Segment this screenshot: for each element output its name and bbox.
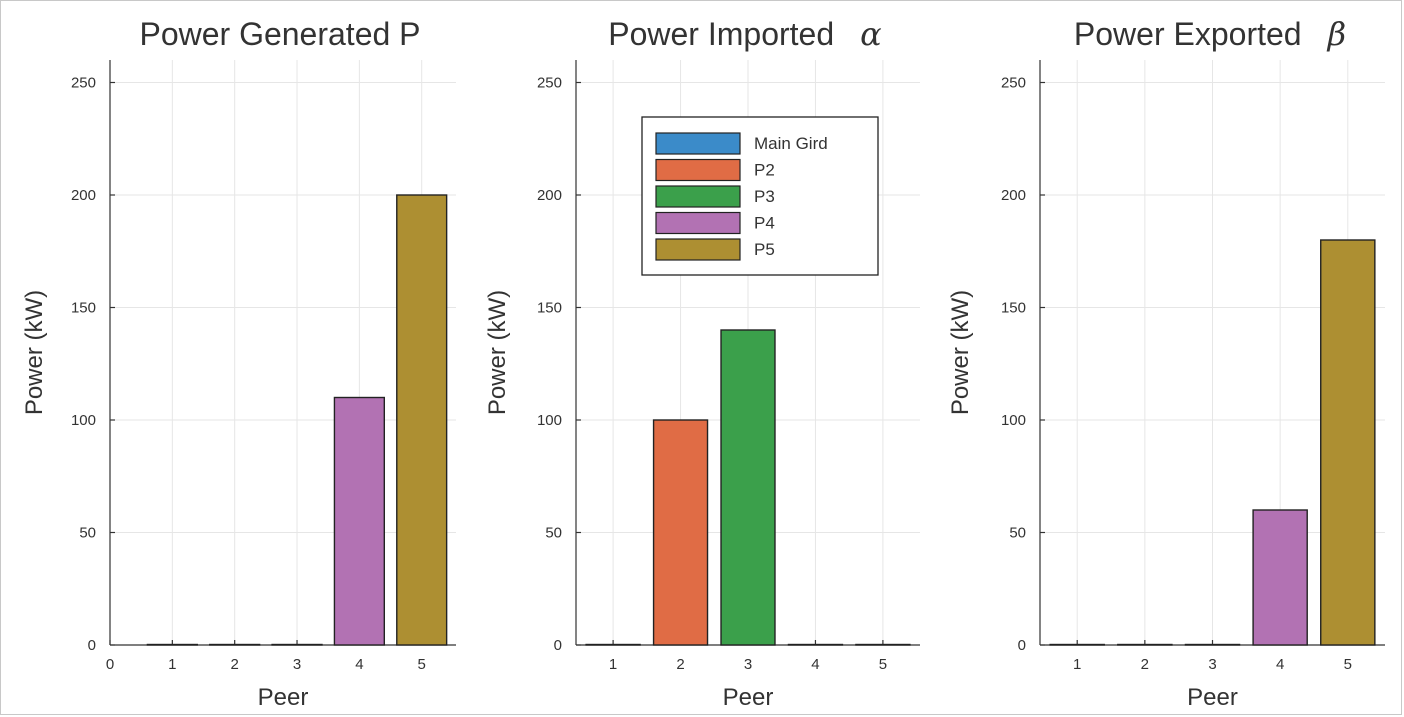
x-tick-label: 2 [231, 656, 239, 673]
legend-label: Main Gird [754, 134, 828, 153]
y-tick-label: 50 [79, 525, 96, 542]
chart-title-text: Power Imported [608, 16, 834, 52]
x-axis-label: Peer [258, 684, 309, 711]
bar-peer-1 [585, 643, 641, 646]
x-tick-label: 3 [744, 656, 752, 673]
bar-peer-1 [146, 643, 198, 646]
y-tick-label: 200 [71, 187, 96, 204]
legend-label: P3 [754, 187, 775, 206]
y-tick-label: 100 [71, 412, 96, 429]
chart-title-text: Power Exported [1074, 16, 1302, 52]
bar-peer-4 [333, 396, 386, 646]
chart-title-text: Power Generated P [139, 16, 420, 52]
bar-peer-1 [1049, 643, 1105, 646]
x-tick-label: 0 [106, 656, 114, 673]
y-tick-label: 250 [537, 75, 562, 92]
legend-label: P5 [754, 240, 775, 259]
x-tick-label: 5 [418, 656, 426, 673]
x-tick-label: 3 [1208, 656, 1216, 673]
y-tick-label: 0 [88, 637, 96, 654]
y-tick-label: 0 [554, 637, 562, 654]
y-tick-label: 0 [1018, 637, 1026, 654]
bar-peer-2 [209, 643, 261, 646]
chart-title-symbol: α [860, 15, 882, 53]
legend-label: P2 [754, 161, 775, 180]
chart-title: Power Generated P [139, 16, 420, 52]
legend-swatch [655, 185, 741, 208]
y-tick-label: 250 [71, 75, 96, 92]
y-axis-label: Power (kW) [21, 290, 48, 415]
x-tick-label: 5 [1344, 656, 1352, 673]
chart-title-symbol: β [1327, 15, 1347, 53]
legend-swatch [655, 158, 741, 182]
bar-peer-2 [652, 419, 709, 646]
x-tick-label: 3 [293, 656, 301, 673]
bar-peer-3 [720, 329, 776, 646]
x-tick-label: 1 [609, 656, 617, 673]
bar-peer-5 [396, 194, 448, 646]
legend-swatch [655, 132, 741, 155]
x-axis-label: Peer [723, 684, 774, 711]
x-tick-label: 4 [1276, 656, 1284, 673]
bar-peer-5 [855, 643, 911, 646]
x-tick-label: 2 [1141, 656, 1149, 673]
y-tick-label: 200 [537, 187, 562, 204]
y-tick-label: 100 [1001, 412, 1026, 429]
chart-title: Power Exported β [1074, 15, 1346, 53]
y-tick-label: 50 [545, 525, 562, 542]
x-tick-label: 5 [879, 656, 887, 673]
y-axis-label: Power (kW) [484, 290, 511, 415]
bar-peer-2 [1117, 643, 1173, 646]
chart-panel-1: 0 50 100 150 200 250 0 1 2 3 4 5 Power Generated P Pe… [21, 16, 456, 711]
legend-label: P4 [754, 214, 775, 233]
chart-panel-2: 0 50 100 150 200 250 1 2 3 4 5 Power Imported α Peer P… [484, 15, 920, 711]
chart-legend: Main Gird P2 P3 P4 P5 [641, 116, 879, 276]
bar-peer-4 [1252, 509, 1308, 646]
chart-panel-3: 0 50 100 150 200 250 1 2 3 4 5 Power Exported β Peer P… [947, 15, 1385, 711]
y-axis-label: Power (kW) [947, 290, 974, 415]
y-tick-label: 250 [1001, 75, 1026, 92]
y-tick-label: 200 [1001, 187, 1026, 204]
legend-swatch [655, 238, 741, 261]
bar-peer-4 [787, 643, 844, 646]
bar-peer-3 [1184, 643, 1241, 646]
legend-swatch [655, 211, 741, 235]
x-tick-label: 1 [168, 656, 176, 673]
x-tick-label: 4 [811, 656, 819, 673]
y-tick-label: 100 [537, 412, 562, 429]
y-tick-label: 150 [71, 300, 96, 317]
y-tick-label: 50 [1009, 525, 1026, 542]
y-tick-label: 150 [537, 300, 562, 317]
x-tick-label: 4 [355, 656, 363, 673]
x-tick-label: 2 [676, 656, 684, 673]
bar-peer-3 [271, 643, 323, 646]
y-tick-label: 150 [1001, 300, 1026, 317]
chart-title: Power Imported α [608, 15, 881, 53]
x-tick-label: 1 [1073, 656, 1081, 673]
x-axis-label: Peer [1187, 684, 1238, 711]
bar-peer-5 [1320, 239, 1376, 646]
